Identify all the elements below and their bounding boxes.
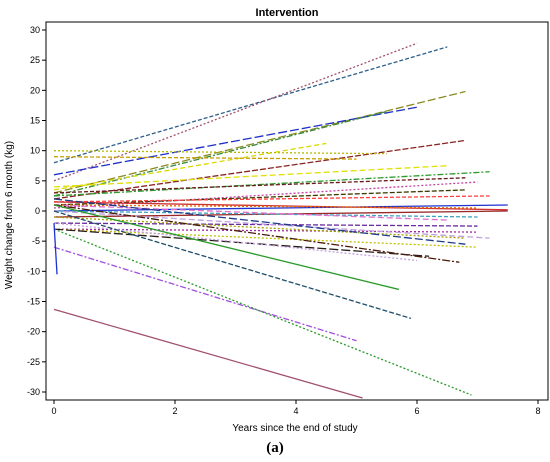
series-line-12 xyxy=(53,177,466,194)
series-line-18 xyxy=(53,204,478,209)
y-tick-label: 15 xyxy=(30,116,40,126)
y-tick-label: -25 xyxy=(27,357,40,367)
series-line-32 xyxy=(53,210,412,320)
series-line-29 xyxy=(53,204,460,263)
x-tick-label: 0 xyxy=(51,406,56,416)
y-tick-label: 0 xyxy=(35,206,40,216)
series-line-13 xyxy=(53,181,478,209)
series-line-4 xyxy=(53,106,418,176)
series-line-11 xyxy=(53,171,490,197)
series-line-31 xyxy=(53,204,400,291)
series-line-27 xyxy=(53,228,478,248)
x-tick-label: 4 xyxy=(293,406,298,416)
y-axis-label: Weight change from 6 month (kg) xyxy=(4,141,15,289)
x-tick-label: 8 xyxy=(535,406,540,416)
series-line-21 xyxy=(53,204,448,221)
series-line-16 xyxy=(53,204,508,212)
series-line-3 xyxy=(53,90,466,194)
series-line-1 xyxy=(53,46,448,164)
series-layer xyxy=(53,42,508,399)
series-line-15 xyxy=(53,195,490,203)
y-tick-label: 30 xyxy=(30,25,40,35)
y-tick-label: 25 xyxy=(30,55,40,65)
series-line-25 xyxy=(53,216,466,239)
y-tick-label: -5 xyxy=(32,236,40,246)
series-line-10 xyxy=(53,165,448,188)
series-line-26 xyxy=(53,198,466,245)
series-line-36 xyxy=(53,223,58,275)
series-line-9 xyxy=(53,156,357,160)
figure-caption: (a) xyxy=(266,440,284,456)
series-line-33 xyxy=(53,246,357,342)
x-axis-label: Years since the end of study xyxy=(232,423,357,434)
y-tick-label: -30 xyxy=(27,387,40,397)
x-tick-label: 6 xyxy=(414,406,419,416)
series-line-23 xyxy=(53,228,478,233)
axes-layer: 0 2 4 6 8 -30 -25 -20 -15 -10 -5 0 5 10 15 20 25 30 xyxy=(27,21,549,416)
series-line-8 xyxy=(53,150,387,155)
series-line-14 xyxy=(53,189,466,206)
x-tick-label: 2 xyxy=(172,406,177,416)
series-line-5 xyxy=(53,110,387,197)
y-tick-label: 5 xyxy=(35,176,40,186)
series-line-17 xyxy=(53,201,508,211)
series-line-34 xyxy=(53,228,472,396)
chart-title: Intervention xyxy=(256,7,319,19)
y-tick-label: -10 xyxy=(27,266,40,276)
y-tick-label: 20 xyxy=(30,85,40,95)
series-line-2 xyxy=(53,42,418,182)
series-line-7 xyxy=(53,139,466,200)
series-line-20 xyxy=(53,210,478,218)
y-tick-label: -20 xyxy=(27,327,40,337)
series-line-6 xyxy=(53,142,327,191)
series-line-35 xyxy=(53,308,363,399)
y-tick-label: 10 xyxy=(30,146,40,156)
y-tick-label: -15 xyxy=(27,297,40,307)
